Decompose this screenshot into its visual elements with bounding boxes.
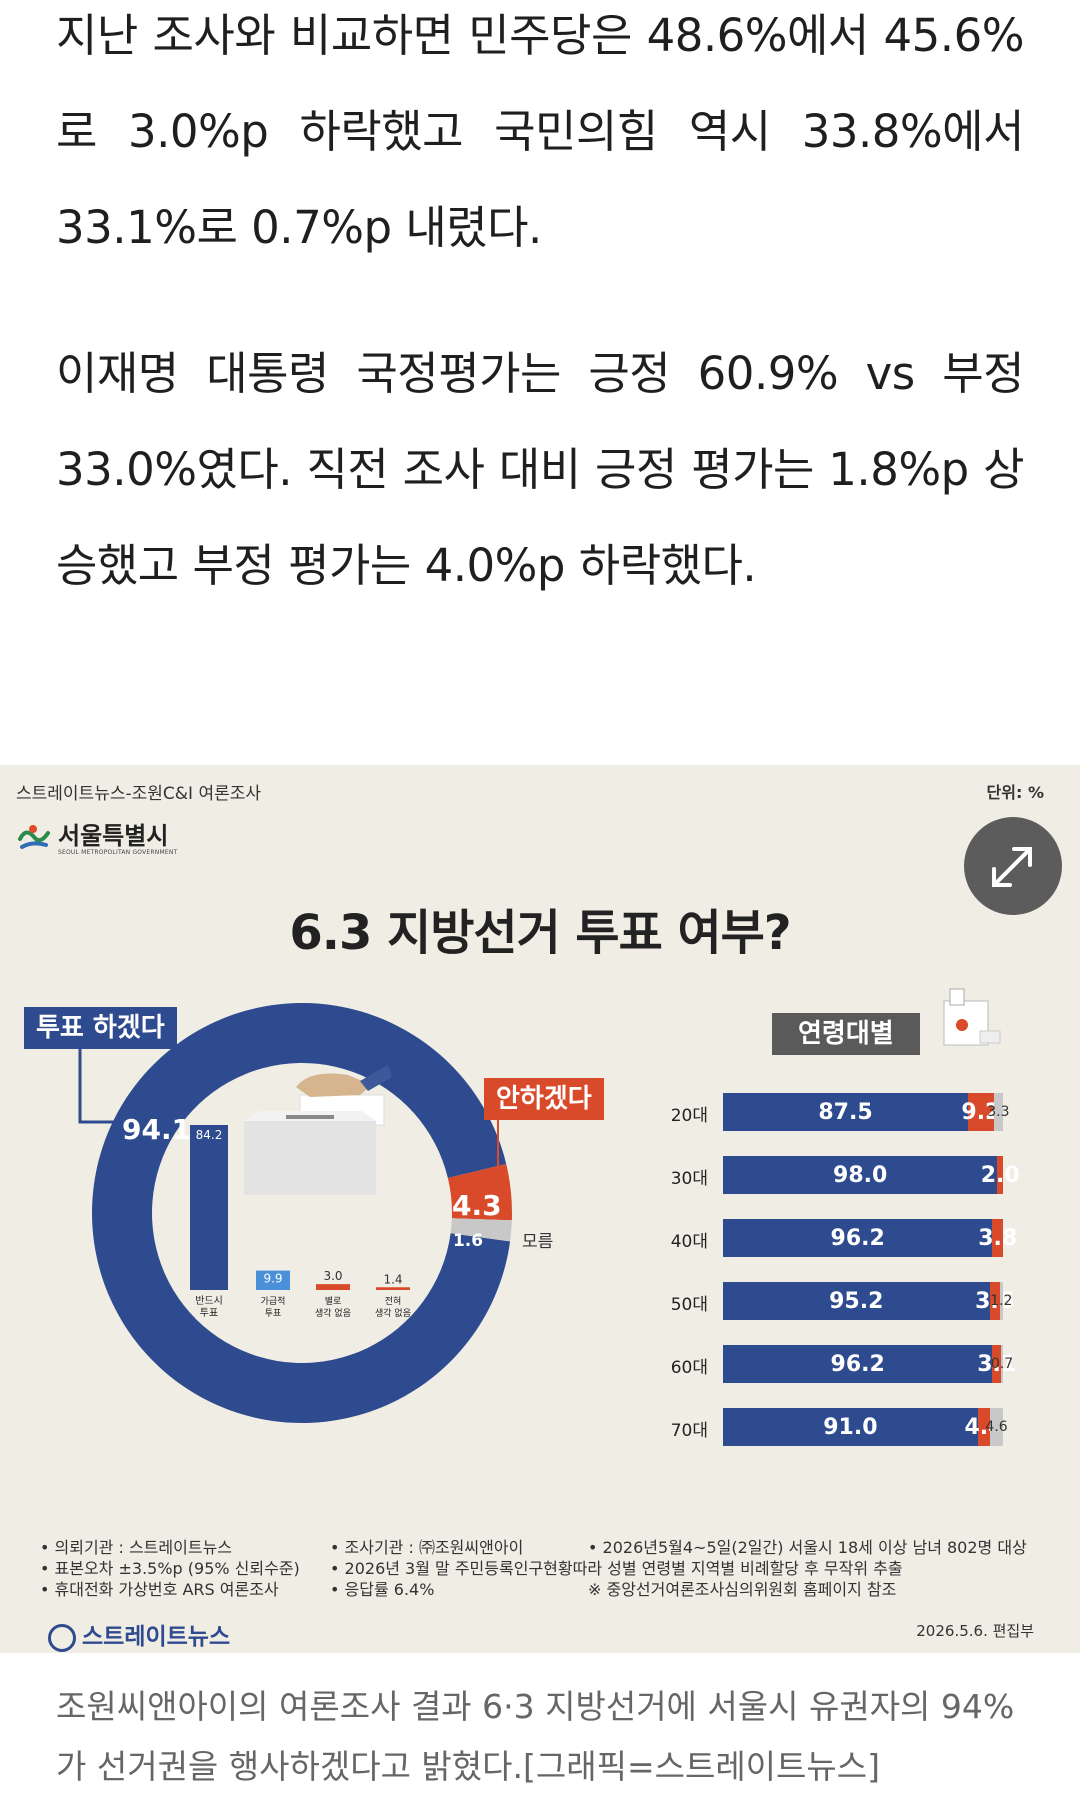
survey-note-row: • 휴대전화 가상번호 ARS 여론조사 • 응답률 6.4% ※ 중앙선거여론조사… — [40, 1579, 1050, 1600]
article-paragraph-approval: 이재명 대통령 국정평가는 긍정 60.9% vs 부정 33.0%였다. 직전… — [56, 347, 1025, 592]
age-seg-dontknow: 3.3 — [987, 1093, 1010, 1131]
donut-slice-vote — [92, 1003, 511, 1423]
age-seg-dontknow: 4.6 — [985, 1408, 1008, 1446]
survey-note: • 응답률 6.4% — [330, 1580, 435, 1599]
poll-source-header: 스트레이트뉴스-조원C&I 여론조사 — [16, 784, 261, 804]
vote-intent-donut-chart: 94.1 4.3 1.6 모름 84.2반드시투표9.9가급적투표3.0별로생각… — [78, 1003, 553, 1423]
age-seg-dontknow: 0.7 — [991, 1345, 1013, 1383]
age-seg-vote: 96.2 — [723, 1345, 993, 1383]
vote-yes-value: 94.1 — [122, 1113, 191, 1146]
ballot-box-age-icon — [943, 988, 1001, 1046]
age-seg-novote: 2.0 — [981, 1156, 1020, 1194]
vote-dk-value: 1.6 — [453, 1231, 483, 1251]
vote-no-value: 4.3 — [452, 1189, 502, 1222]
ballot-box-icon — [244, 1065, 392, 1195]
age-seg-novote: 3.8 — [978, 1219, 1017, 1257]
small-bar — [190, 1125, 228, 1290]
seoul-name: 서울특별시 — [58, 822, 169, 850]
survey-note: • 표본오차 ±3.5%p (95% 신뢰수준) — [40, 1559, 300, 1578]
vote-yes-tag: 투표 하겠다 — [24, 1007, 177, 1049]
seoul-eng-name: SEOUL METROPOLITAN GOVERNMENT — [58, 849, 178, 856]
survey-note: • 조사기관 : ㈜조원씨앤아이 — [330, 1538, 524, 1557]
publish-date: 2026.5.6. 편집부 — [916, 1622, 1034, 1640]
article-paragraph-party: 지난 조사와 비교하면 민주당은 48.6%에서 45.6%로 3.0%p 하락… — [56, 9, 1025, 254]
donut-slice-novote — [447, 1164, 512, 1221]
seoul-logo: 서울특별시 SEOUL METROPOLITAN GOVERNMENT — [16, 823, 177, 856]
age-seg-novote: 9.2 — [961, 1093, 1000, 1131]
survey-note: • 2026년5월4~5일(2일간) 서울시 18세 이상 남녀 802명 대상 — [588, 1538, 1027, 1557]
small-bar-label: 반드시 — [195, 1295, 223, 1307]
small-bar-value: 3.0 — [323, 1269, 342, 1283]
straight-news-logo: 스트레이트뉴스 — [48, 1617, 230, 1652]
straight-news-logo-icon — [48, 1623, 76, 1652]
small-bar-label: 전혀 — [385, 1296, 402, 1307]
age-category-label: 50대 — [670, 1295, 708, 1315]
age-stacked-bar: 96.2 3.1 0.7 — [723, 1345, 1016, 1383]
survey-note: • 2026년 3월 말 주민등록인구현황따라 성별 연령별 지역별 비례할당 … — [330, 1559, 903, 1578]
age-seg-vote: 87.5 — [723, 1093, 968, 1131]
small-bar — [256, 1270, 290, 1290]
unit-label: 단위: % — [986, 783, 1044, 802]
survey-note-row: • 의뢰기관 : 스트레이트뉴스 • 조사기관 : ㈜조원씨앤아이 • 2026년5… — [40, 1537, 1050, 1558]
age-seg-vote: 95.2 — [723, 1282, 990, 1320]
age-stacked-bar: 98.0 2.0 — [723, 1156, 1020, 1194]
age-category-label: 30대 — [670, 1169, 708, 1189]
survey-note: • 의뢰기관 : 스트레이트뉴스 — [40, 1538, 233, 1557]
donut-slice-dontknow — [450, 1218, 512, 1242]
small-bar-value: 1.4 — [383, 1272, 402, 1286]
small-bar — [316, 1284, 350, 1290]
small-bar-label: 투표 — [265, 1308, 282, 1319]
survey-note: ※ 중앙선거여론조사심의위원회 홈페이지 참조 — [588, 1580, 897, 1599]
age-stacked-bar: 87.5 9.2 3.3 — [723, 1093, 1010, 1131]
small-bar — [376, 1287, 410, 1290]
small-bar-label: 생각 없음 — [315, 1307, 351, 1319]
expand-arrows-icon — [992, 847, 1032, 887]
small-bar-label: 투표 — [200, 1307, 218, 1319]
vote-no-tag: 안하겠다 — [484, 1078, 604, 1120]
age-seg-dontknow: 1.2 — [990, 1282, 1012, 1320]
age-seg-vote: 98.0 — [723, 1156, 998, 1194]
small-bar-value: 9.9 — [263, 1272, 282, 1286]
survey-notes: • 의뢰기관 : 스트레이트뉴스 • 조사기관 : ㈜조원씨앤아이 • 2026년5… — [40, 1537, 1050, 1600]
vote-connector-line — [78, 1049, 116, 1124]
expand-image-button[interactable] — [964, 817, 1062, 915]
age-seg-vote: 91.0 — [723, 1408, 978, 1446]
age-category-label: 70대 — [670, 1421, 708, 1441]
age-stacked-bar: 91.0 4.4 4.6 — [723, 1408, 1008, 1446]
age-stacked-bar: 95.2 3.6 1.2 — [723, 1282, 1014, 1320]
age-category-label: 40대 — [670, 1232, 708, 1252]
small-bar-label: 가급적 — [261, 1295, 286, 1307]
small-bar-label: 생각 없음 — [375, 1307, 411, 1319]
survey-note: • 휴대전화 가상번호 ARS 여론조사 — [40, 1580, 279, 1599]
age-category-label: 20대 — [670, 1106, 708, 1126]
small-bar-value: 84.2 — [196, 1128, 223, 1142]
age-seg-vote: 96.2 — [723, 1219, 993, 1257]
footer-logo-text: 스트레이트뉴스 — [82, 1624, 231, 1650]
age-stacked-bar: 96.2 3.8 — [723, 1219, 1017, 1257]
seoul-emblem-icon — [18, 825, 50, 849]
poll-infographic[interactable]: 스트레이트뉴스-조원C&I 여론조사 단위: % 서울특별시 SEOUL MET… — [0, 765, 1080, 1653]
survey-note-row: • 표본오차 ±3.5%p (95% 신뢰수준) • 2026년 3월 말 주민등… — [40, 1558, 1050, 1579]
image-caption: 조원씨앤아이의 여론조사 결과 6·3 지방선거에 서울시 유권자의 94%가 … — [56, 1687, 1015, 1786]
small-bar-label: 별로 — [325, 1296, 342, 1307]
age-section-tag: 연령대별 — [772, 1013, 920, 1055]
age-category-label: 60대 — [670, 1358, 708, 1378]
infographic-title: 6.3 지방선거 투표 여부? — [289, 905, 791, 961]
vote-dk-label: 모름 — [522, 1232, 553, 1252]
